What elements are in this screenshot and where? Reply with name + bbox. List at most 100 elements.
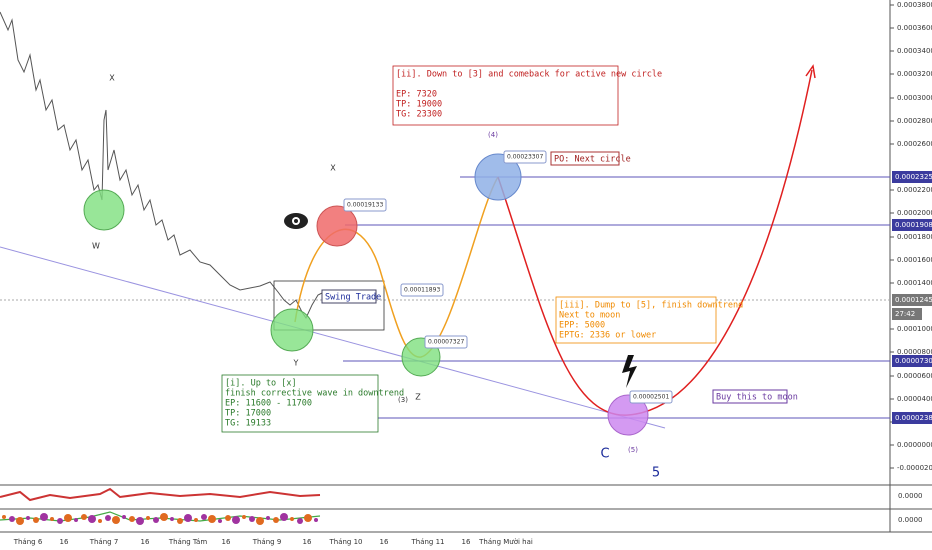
- swing-label-box: [321, 289, 377, 304]
- y-tick-label: 0.00020000: [897, 209, 932, 217]
- wave-label: 5: [652, 466, 660, 481]
- arrow-head: [805, 64, 816, 79]
- indicator-dot: [122, 515, 126, 519]
- lightning-icon: [622, 355, 637, 388]
- y-tick-label: 0.00030000: [897, 94, 932, 102]
- indicator-dot: [50, 517, 54, 521]
- indicator-dot: [81, 514, 87, 520]
- x-tick-label: Tháng Mười hai: [478, 538, 533, 546]
- price-marker: [892, 308, 922, 320]
- note-line: finish corrective wave in downtrend: [225, 389, 404, 399]
- indicator-dot: [201, 514, 207, 520]
- indicator-dot: [9, 516, 15, 522]
- indicator-dot: [153, 517, 159, 523]
- wave-label: (5): [628, 446, 638, 454]
- x-tick-label: Tháng 7: [89, 538, 119, 546]
- indicator-dot: [129, 516, 135, 522]
- note-box: [555, 296, 717, 344]
- price-marker: [892, 294, 932, 306]
- indicator-dot: [74, 518, 78, 522]
- price-marker-label: 0.00002385: [895, 414, 932, 422]
- y-tick-label: 0.00006000: [897, 372, 932, 380]
- swing-label: Swing Trade: [325, 293, 381, 303]
- note-line: EPP: 5000: [559, 321, 605, 331]
- x-tick-label: Tháng 11: [410, 538, 444, 546]
- eye-icon: [284, 213, 308, 229]
- price-marker: [892, 355, 932, 367]
- indicator-dot: [177, 518, 183, 524]
- wave-circle: [607, 394, 649, 436]
- price-tag-label: 0.00002501: [633, 394, 669, 401]
- y-tick-label: 0.00008000: [897, 348, 932, 356]
- indicator-dot: [266, 516, 270, 520]
- wave-label: (3): [398, 396, 408, 404]
- note-line: [i]. Up to [x]: [225, 379, 297, 389]
- y-tick-label: 0.00022000: [897, 186, 932, 194]
- y-tick-label: 0.00004000: [897, 395, 932, 403]
- price-tag: [400, 283, 444, 297]
- y-tick-label: 0.00032000: [897, 70, 932, 78]
- price-tag: [343, 198, 387, 212]
- indicator-dot: [290, 517, 294, 521]
- wave-label: Z: [415, 393, 421, 402]
- note-line: TP: 17000: [225, 409, 271, 419]
- note-line: TG: 23300: [396, 110, 442, 120]
- indicator-dot: [136, 517, 144, 525]
- y-tick-label: 0.00038000: [897, 1, 932, 9]
- note-box: [392, 65, 619, 126]
- x-tick-label: Tháng Tám: [168, 538, 208, 546]
- indicator-dot: [249, 516, 255, 522]
- indicator-dot: [242, 515, 246, 519]
- y-tick-label: 0.00016000: [897, 256, 932, 264]
- y-tick-label: 0.00000000: [897, 441, 932, 449]
- x-tick-label: 16: [380, 538, 389, 546]
- indicator-dot: [112, 516, 120, 524]
- indicator-dot: [105, 515, 111, 521]
- indicator-dot: [273, 517, 279, 523]
- y-tick-label: -0.00002000: [897, 464, 932, 472]
- x-tick-label: 16: [303, 538, 312, 546]
- price-marker-label: 27:42: [895, 310, 915, 318]
- y-tick-label: 0.00018000: [897, 233, 932, 241]
- x-tick-label: 16: [222, 538, 231, 546]
- y-tick-label: 0.00026000: [897, 140, 932, 148]
- x-tick-label: 16: [60, 538, 69, 546]
- note-line: EP: 7320: [396, 90, 437, 100]
- note-box: [221, 374, 379, 433]
- price-tag-label: 0.00007327: [428, 339, 464, 346]
- price-tag-label: 0.00023307: [507, 154, 543, 161]
- wave-circle: [83, 189, 125, 231]
- wave-label: X: [109, 74, 115, 83]
- x-tick-label: Tháng 9: [252, 538, 282, 546]
- indicator-dot: [218, 519, 222, 523]
- buy-label-box: [712, 389, 788, 404]
- wave-circle: [316, 205, 358, 247]
- note-line: TG: 19133: [225, 419, 271, 429]
- indicator-dot: [170, 517, 174, 521]
- x-tick-label: Tháng 10: [328, 538, 362, 546]
- indicator-dot: [232, 516, 240, 524]
- indicator-dot: [88, 515, 96, 523]
- price-tag-label: 0.00011893: [404, 287, 440, 294]
- indicator-dot: [26, 516, 30, 520]
- indicator-dot: [256, 517, 264, 525]
- y-tick-label: 0.00014000: [897, 279, 932, 287]
- indicator-axis-label: 0.0000: [898, 516, 923, 524]
- note-line: [iii]. Dump to [5], finish downtrend: [559, 301, 743, 311]
- wave-label: W: [92, 242, 100, 251]
- price-tag: [629, 390, 673, 404]
- po-label: PO: Next circle: [554, 155, 631, 165]
- indicator-dots: [2, 513, 318, 525]
- indicator-axis-label: 0.0000: [898, 492, 923, 500]
- circles: [83, 153, 649, 436]
- note-line: [ii]. Down to [3] and comeback for activ…: [396, 70, 662, 80]
- indicator-dot: [184, 514, 192, 522]
- wave-label: X: [330, 164, 336, 173]
- y-tick-label: 0.00010000: [897, 325, 932, 333]
- wave-circle: [474, 153, 522, 201]
- trend-line: [0, 246, 666, 429]
- price-marker-label: 0.00012450: [895, 296, 932, 304]
- wave-label: Y: [293, 359, 299, 368]
- indicator-dot: [304, 514, 312, 522]
